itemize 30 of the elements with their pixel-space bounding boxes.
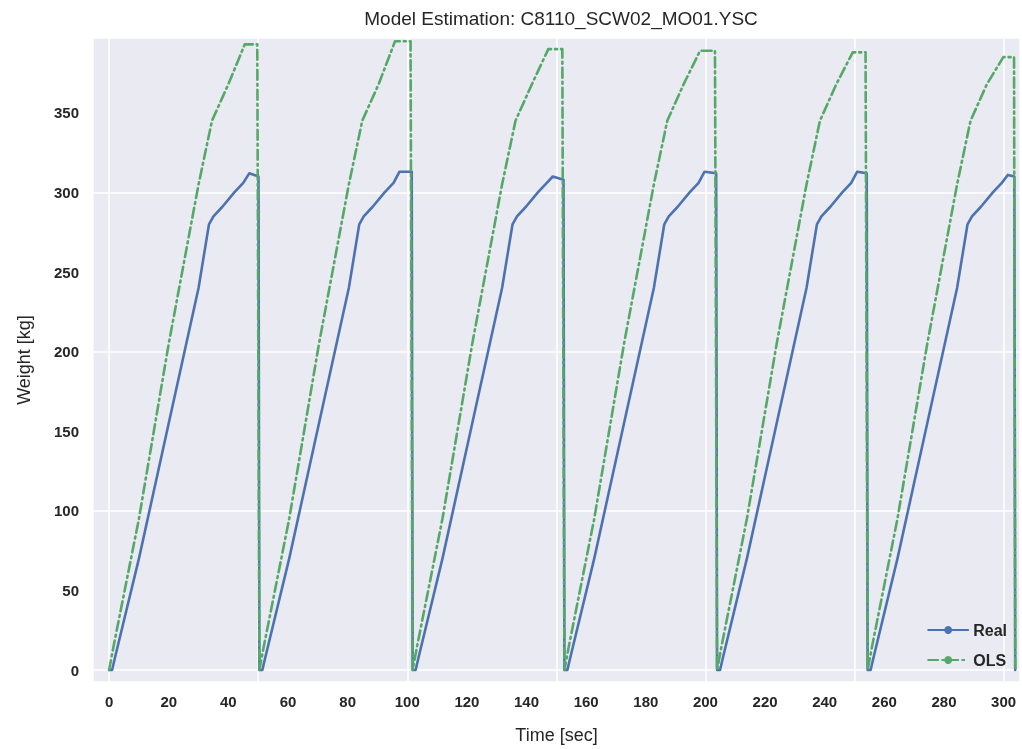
x-tick-label: 120 (454, 693, 480, 710)
x-tick-label: 200 (692, 693, 718, 710)
y-tick-label: 350 (53, 104, 79, 122)
x-tick-label: 260 (871, 693, 897, 710)
x-tick-label: 140 (514, 693, 540, 710)
x-tick-label: 20 (160, 693, 178, 710)
x-tick-label: 100 (394, 693, 420, 710)
legend-label: OLS (973, 651, 1007, 669)
x-tick-label: 280 (931, 693, 957, 710)
x-tick-label: 160 (573, 693, 599, 710)
x-tick-label: 180 (633, 693, 659, 710)
x-tick-label: 40 (220, 693, 237, 710)
y-tick-label: 250 (53, 263, 79, 281)
y-axis-title: Weight [kg] (14, 315, 34, 405)
y-tick-label: 50 (62, 581, 79, 599)
y-tick-label: 200 (53, 343, 79, 361)
x-tick-label: 220 (752, 693, 778, 710)
x-tick-label: 0 (104, 693, 114, 710)
x-tick-label: 80 (339, 693, 356, 710)
y-tick-label: 150 (53, 422, 79, 440)
legend-label: Real (973, 621, 1007, 639)
y-tick-label: 300 (53, 183, 79, 201)
x-axis-title: Time [sec] (515, 725, 598, 745)
y-tick-label: 100 (53, 502, 79, 520)
x-tick-label: 60 (279, 693, 297, 710)
x-tick-label: 300 (991, 693, 1017, 710)
line-series (107, 39, 1017, 672)
chart-title: Model Estimation: C8110_SCW02_MO01.YSC (364, 8, 758, 30)
y-tick-label: 0 (70, 661, 79, 679)
x-tick-label: 240 (812, 693, 838, 710)
